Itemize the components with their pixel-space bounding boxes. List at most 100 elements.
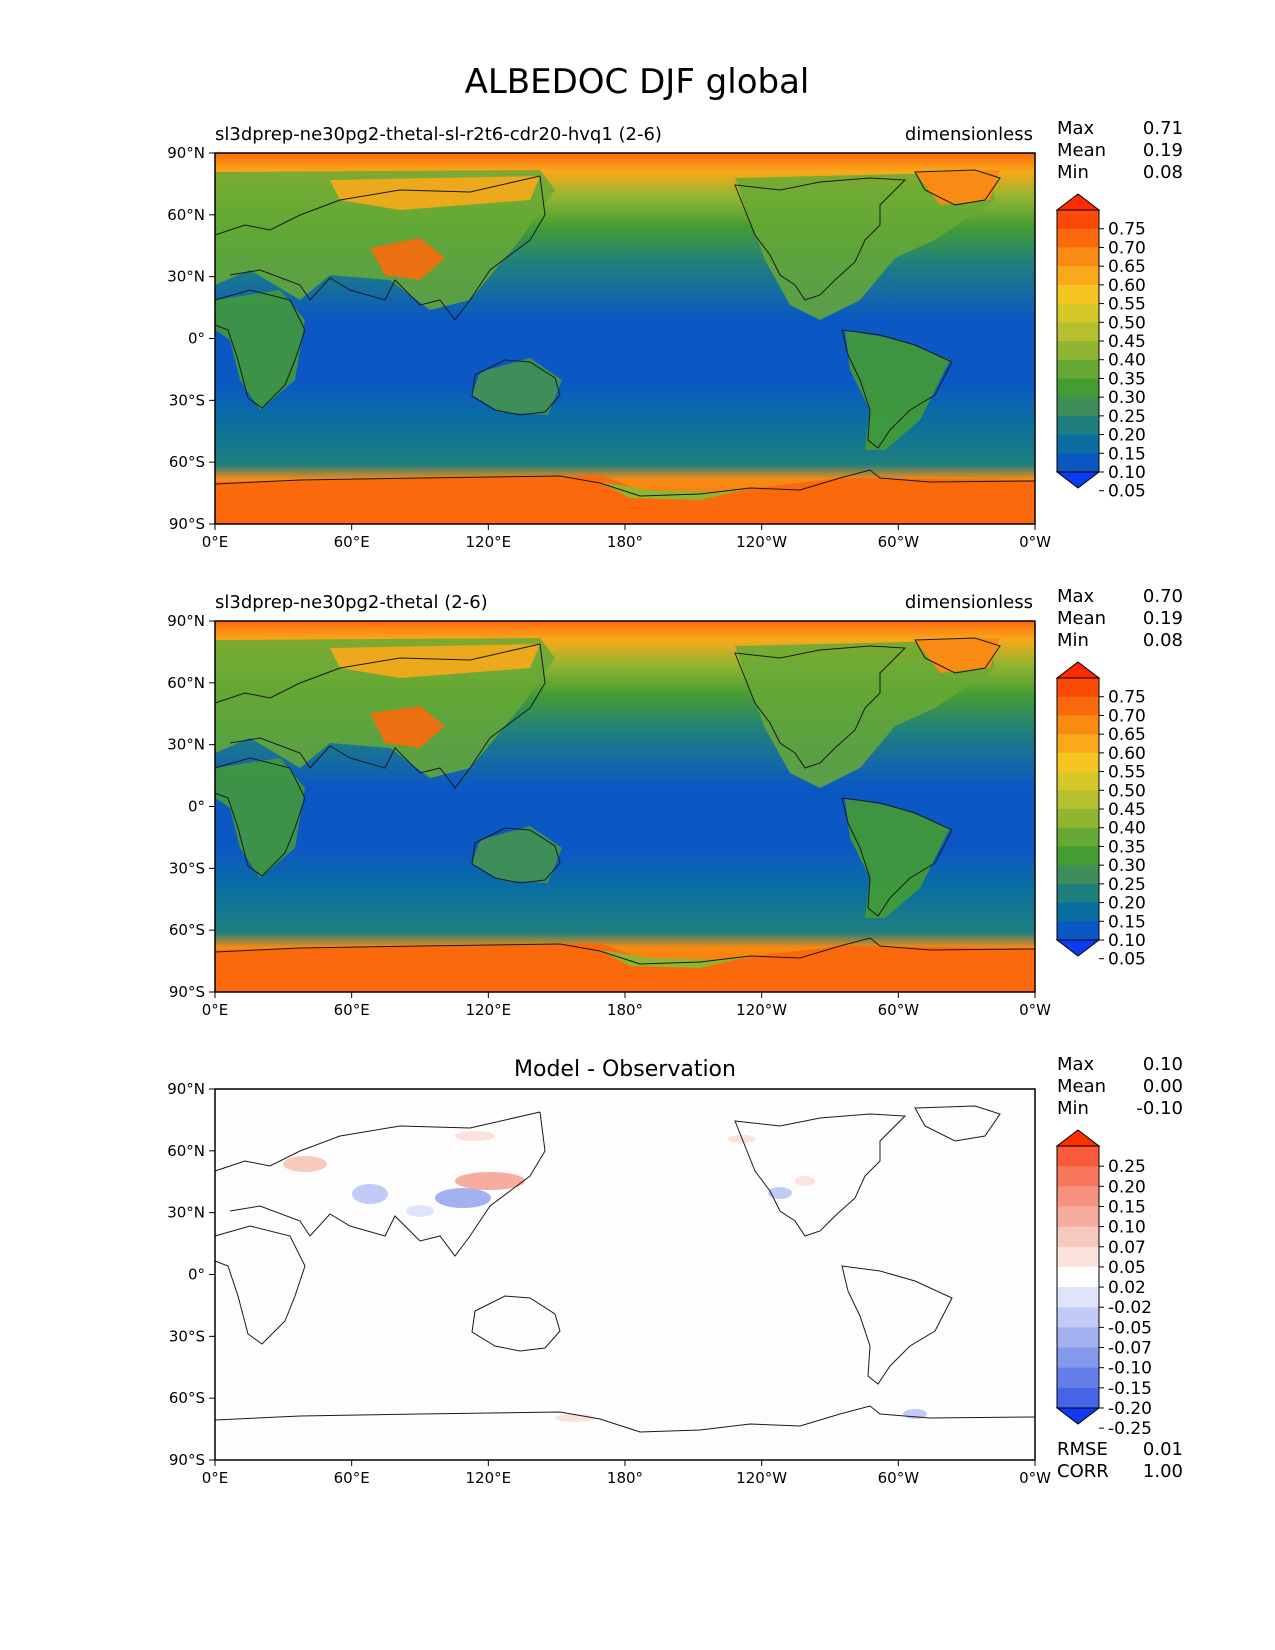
colorbar-extend-top [1055,661,1101,679]
lon-tick-label: 60°E [334,1469,370,1487]
lat-tick-label: 60°N [167,674,205,692]
lat-tick-label: 60°S [169,453,205,471]
colorbar-tick-label: 0.02 [1108,1278,1146,1298]
panel-observation: sl3dprep-ne30pg2-thetal (2-6) dimensionl… [167,586,1183,1019]
colorbar-tick-label: 0.10 [1108,1218,1146,1238]
lon-axis: 0°E 60°E 120°E 180° 120°W 60°W 0°W [202,992,1051,1019]
colorbar-tick-label: 0.10 [1108,931,1146,951]
colorbar-segment [1057,771,1099,791]
lat-tick-label: 90°N [167,1080,205,1098]
colorbar-tick-label: 0.50 [1108,313,1146,333]
lat-tick-label: 60°S [169,921,205,939]
colorbar-segment [1057,341,1099,361]
stats-box: Max 0.71 Mean 0.19 Min 0.08 [1057,118,1183,183]
colorbar-segment [1057,1266,1099,1288]
stats-box: Max 0.70 Mean 0.19 Min 0.08 [1057,586,1183,651]
colorbar-segment [1057,359,1099,380]
colorbar-segment [1057,397,1099,417]
lon-tick-label: 120°W [736,533,787,551]
colorbar-tick-label: 0.10 [1108,463,1146,483]
stats-box: Max 0.10 Mean 0.00 Min -0.10 [1057,1054,1183,1119]
land-greenland [915,638,1000,673]
colorbar-segment [1057,453,1099,473]
panel-title-left: sl3dprep-ne30pg2-thetal-sl-r2t6-cdr20-hv… [215,124,662,145]
colorbar-tick-label: 0.45 [1108,332,1146,352]
stat-value-mean: 0.19 [1143,608,1183,629]
stat-label-max: Max [1057,1054,1095,1075]
lon-tick-label: 180° [607,1469,643,1487]
colorbar-segment [1057,1307,1099,1328]
anomaly-negative [352,1184,388,1204]
stat-label-corr: CORR [1057,1461,1109,1482]
lat-tick-label: 0° [188,798,205,816]
colorbar-segment [1057,1246,1099,1268]
coastline-antarctica [214,469,1036,497]
coastline-greenland [914,1105,1001,1142]
stat-value-min: 0.08 [1143,630,1183,651]
lat-tick-label: 30°N [167,1204,205,1222]
colorbar-tick-label: -0.02 [1108,1298,1152,1318]
colorbar-tick-label: 0.45 [1108,800,1146,820]
lat-tick-label: 0° [188,1266,205,1284]
lon-tick-label: 0°W [1019,533,1051,551]
colorbar-segment [1057,1287,1099,1308]
lat-axis: 90°N 60°N 30°N 0° 30°S 60°S 90°S [167,144,215,533]
colorbar-segment [1057,790,1099,810]
colorbar-segment [1057,303,1099,323]
stat-value-max: 0.70 [1143,586,1183,607]
lat-tick-label: 0° [188,330,205,348]
lon-tick-label: 60°W [878,1001,920,1019]
colorbar-tick-label: 0.25 [1108,875,1146,895]
lon-tick-label: 60°W [878,1469,920,1487]
lat-tick-label: 60°S [169,1389,205,1407]
colorbar-extend-bottom [1055,939,1101,957]
land-north-america [735,640,995,788]
colorbar-tick-label: -0.15 [1108,1379,1152,1399]
colorbar-tick-label: 0.60 [1108,276,1146,296]
stat-label-mean: Mean [1057,140,1106,161]
colorbar-tick-label: 0.05 [1108,950,1146,970]
lon-tick-label: 0°W [1019,1469,1051,1487]
lon-tick-label: 180° [607,533,643,551]
colorbar-segment [1057,1166,1099,1187]
coastline-north-america [734,177,907,301]
coastline-africa [214,1225,306,1345]
lat-tick-label: 90°S [169,515,205,533]
land-australia [472,826,562,883]
land-south-america [845,798,950,918]
land-tibet-high [370,706,445,748]
lat-tick-label: 90°N [167,612,205,630]
colorbar-tick-label: 0.20 [1108,426,1146,446]
coastline-north-america [734,645,907,769]
colorbar-segment [1057,247,1099,267]
coastline-greenland [914,169,1001,206]
colorbar: 0.250.200.150.100.070.050.02-0.02-0.05-0… [1055,1129,1152,1439]
coastline-australia [471,1295,561,1352]
colorbar-segment [1057,865,1099,885]
stat-label-rmse: RMSE [1057,1439,1108,1460]
colorbar-segment [1057,752,1099,773]
stat-value-min: -0.10 [1136,1098,1183,1119]
coastline-eurasia [214,643,546,789]
stat-value-max: 0.10 [1143,1054,1183,1075]
stat-label-min: Min [1057,1098,1089,1119]
colorbar-tick-label: 0.05 [1108,482,1146,502]
lon-tick-label: 60°E [334,533,370,551]
coastline-north-america [734,1113,907,1237]
anomaly-negative [768,1187,792,1199]
colorbar-segment [1057,678,1099,698]
colorbar-tick-label: 0.40 [1108,819,1146,839]
lat-tick-label: 60°N [167,1142,205,1160]
coastline-antarctica [214,1405,1036,1433]
colorbar-tick-label: 0.50 [1108,781,1146,801]
land-africa [215,758,305,878]
colorbar-segment [1057,210,1099,230]
colorbar-tick-label: 0.07 [1108,1238,1146,1258]
land-africa [215,290,305,410]
colorbar-segment [1057,734,1099,754]
colorbar-segment [1057,1347,1099,1369]
colorbar-segment [1057,228,1099,249]
extra-stats: RMSE 0.01 CORR 1.00 [1057,1439,1183,1482]
colorbar-segment [1057,378,1099,398]
lon-axis: 0°E 60°E 120°E 180° 120°W 60°W 0°W [202,524,1051,551]
